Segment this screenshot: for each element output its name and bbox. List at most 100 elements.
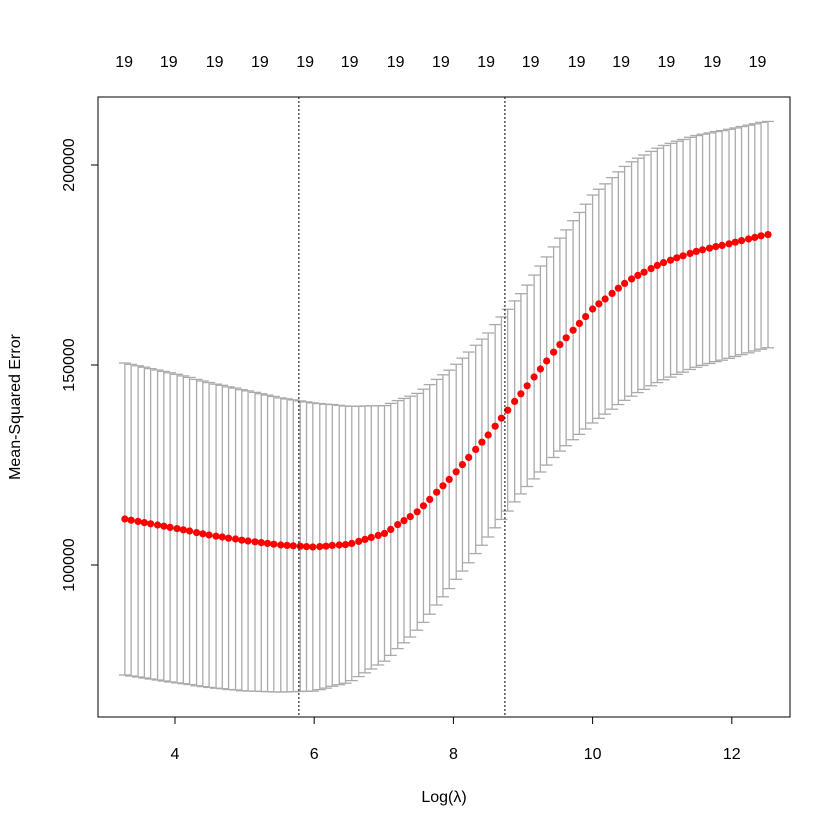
point	[582, 313, 590, 321]
top-tick-label: 19	[432, 54, 450, 71]
point	[536, 365, 545, 373]
top-tick-label: 19	[749, 54, 767, 71]
top-tick-label: 19	[477, 54, 495, 71]
point	[491, 422, 499, 430]
point	[244, 537, 252, 545]
point	[121, 515, 129, 523]
top-tick-label: 19	[612, 54, 630, 71]
top-tick-label: 19	[657, 54, 675, 71]
point	[160, 522, 168, 530]
point	[173, 525, 181, 533]
point	[199, 530, 207, 538]
point	[497, 414, 506, 422]
point	[517, 390, 525, 398]
point	[504, 406, 512, 414]
x-tick-label: 4	[171, 746, 180, 763]
x-tick-label: 8	[449, 746, 458, 763]
point	[224, 534, 233, 542]
point	[185, 527, 194, 535]
point	[439, 482, 447, 490]
top-tick-label: 19	[387, 54, 405, 71]
point	[380, 529, 389, 538]
top-tick-label: 19	[160, 54, 178, 71]
point	[679, 252, 687, 260]
top-tick-label: 19	[296, 54, 314, 71]
point	[686, 249, 694, 257]
y-tick-label: 200000	[61, 138, 78, 191]
point	[251, 538, 259, 546]
point	[614, 284, 622, 292]
point	[523, 382, 531, 390]
point	[426, 495, 434, 503]
point	[764, 231, 772, 239]
point	[575, 319, 583, 327]
point	[361, 535, 369, 544]
point	[543, 357, 551, 365]
point	[302, 543, 311, 551]
point	[433, 488, 441, 496]
point	[478, 438, 486, 446]
point	[653, 261, 661, 269]
y-tick-label: 150000	[61, 338, 78, 391]
x-tick-label: 12	[723, 746, 741, 763]
point	[341, 541, 350, 549]
point	[744, 235, 753, 243]
point	[413, 508, 421, 516]
point	[445, 475, 453, 483]
point	[419, 502, 428, 510]
point	[400, 517, 408, 525]
point	[328, 541, 336, 550]
point	[387, 525, 395, 534]
top-tick-label: 19	[115, 54, 133, 71]
point	[257, 539, 265, 547]
point	[263, 539, 272, 548]
top-tick-label: 19	[703, 54, 721, 71]
point	[601, 295, 609, 303]
point	[673, 254, 681, 262]
point	[698, 246, 707, 254]
point	[296, 542, 304, 550]
point	[394, 521, 402, 529]
point	[472, 445, 480, 453]
point	[289, 542, 297, 550]
y-tick-label: 100000	[61, 538, 78, 591]
point	[179, 526, 187, 534]
point	[153, 521, 162, 529]
point	[666, 256, 675, 264]
point	[452, 468, 460, 476]
point	[589, 305, 597, 313]
point	[725, 240, 733, 248]
point	[659, 259, 668, 267]
top-tick-label: 19	[522, 54, 540, 71]
point	[218, 533, 226, 541]
point	[231, 535, 240, 543]
top-tick-label: 19	[568, 54, 586, 71]
point	[270, 540, 278, 548]
point	[569, 326, 577, 334]
top-tick-label: 19	[251, 54, 269, 71]
point	[465, 453, 473, 461]
point	[530, 373, 538, 381]
point	[367, 533, 375, 542]
point	[192, 529, 201, 537]
point	[374, 531, 382, 540]
point	[166, 523, 174, 532]
point	[556, 341, 564, 349]
x-axis-label: Log(λ)	[421, 789, 466, 806]
point	[550, 348, 558, 356]
y-axis-label: Mean-Squared Error	[7, 333, 24, 480]
point	[647, 265, 655, 273]
point	[322, 542, 330, 550]
point	[406, 513, 414, 521]
point	[316, 543, 324, 551]
point	[355, 537, 363, 546]
x-tick-label: 6	[310, 746, 319, 763]
point	[238, 536, 246, 544]
point	[634, 271, 642, 279]
point	[751, 233, 759, 241]
point	[458, 461, 467, 469]
point	[511, 397, 519, 405]
x-tick-label: 10	[584, 746, 602, 763]
